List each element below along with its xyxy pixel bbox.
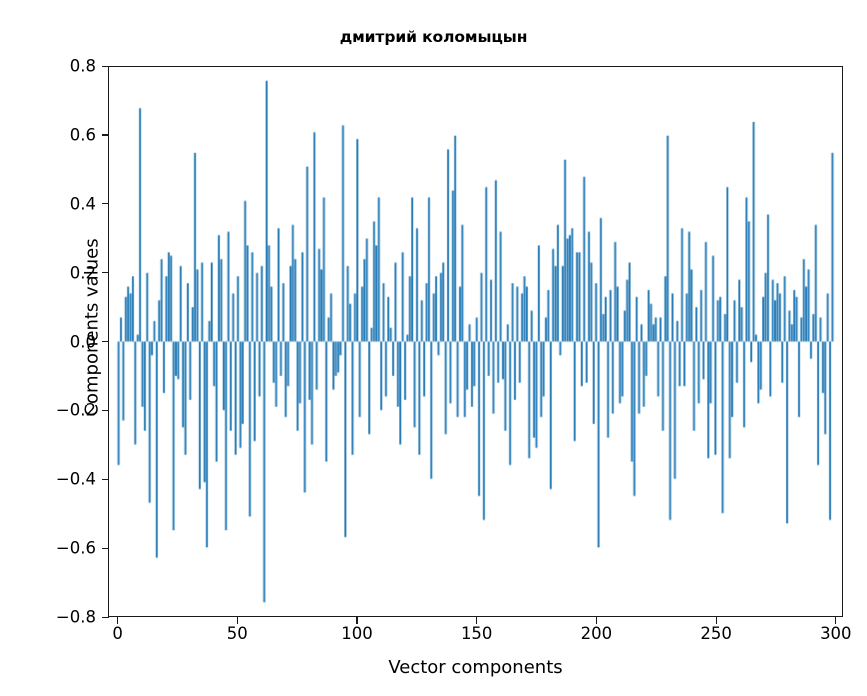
y-axis-title: Components values: [81, 238, 103, 417]
y-tick-label: −0.4: [55, 469, 96, 489]
x-tick-label: 100: [341, 624, 373, 643]
y-tick-label: 0.4: [69, 194, 96, 214]
y-tick-label: 0.2: [69, 263, 96, 283]
y-tick-label: −0.8: [55, 607, 96, 627]
bar-series-canvas: [109, 67, 842, 616]
x-tick-mark: [595, 617, 598, 624]
x-tick-mark: [835, 617, 837, 624]
y-tick-mark: [101, 616, 109, 618]
x-tick-label: 0: [112, 624, 123, 643]
x-tick-mark: [715, 617, 717, 624]
x-tick-label: 50: [226, 624, 248, 643]
x-tick-label: 150: [460, 624, 493, 643]
y-tick-mark: [101, 203, 109, 205]
y-tick-mark: [101, 341, 109, 343]
y-tick-mark: [101, 134, 109, 136]
y-tick-label: 0.0: [69, 332, 96, 351]
y-tick-label: −0.2: [55, 400, 96, 420]
y-tick-label: 0.8: [69, 56, 96, 76]
x-tick-label: 250: [700, 624, 732, 643]
y-tick-mark: [101, 65, 109, 67]
y-tick-label: −0.6: [55, 538, 96, 558]
x-tick-mark: [117, 617, 119, 624]
x-tick-label: 300: [820, 624, 852, 643]
x-tick-label: 200: [580, 624, 613, 643]
y-tick-mark: [101, 409, 109, 412]
y-tick-label: 0.6: [69, 125, 96, 145]
x-tick-mark: [356, 617, 358, 624]
x-axis-title: Vector components: [388, 657, 563, 678]
x-tick-mark: [476, 617, 478, 624]
x-tick-mark: [236, 617, 238, 624]
y-tick-mark: [101, 547, 109, 549]
chart-title-line-1: дмитрий коломыцын: [339, 28, 528, 47]
y-tick-label-group: 0.8 0.6 0.4 0.2 0.0 −0.2 −0.4 −0.6 −0.8: [0, 0, 96, 696]
plot-axes: [108, 66, 843, 617]
y-tick-mark: [101, 478, 109, 480]
y-tick-mark: [101, 272, 109, 274]
